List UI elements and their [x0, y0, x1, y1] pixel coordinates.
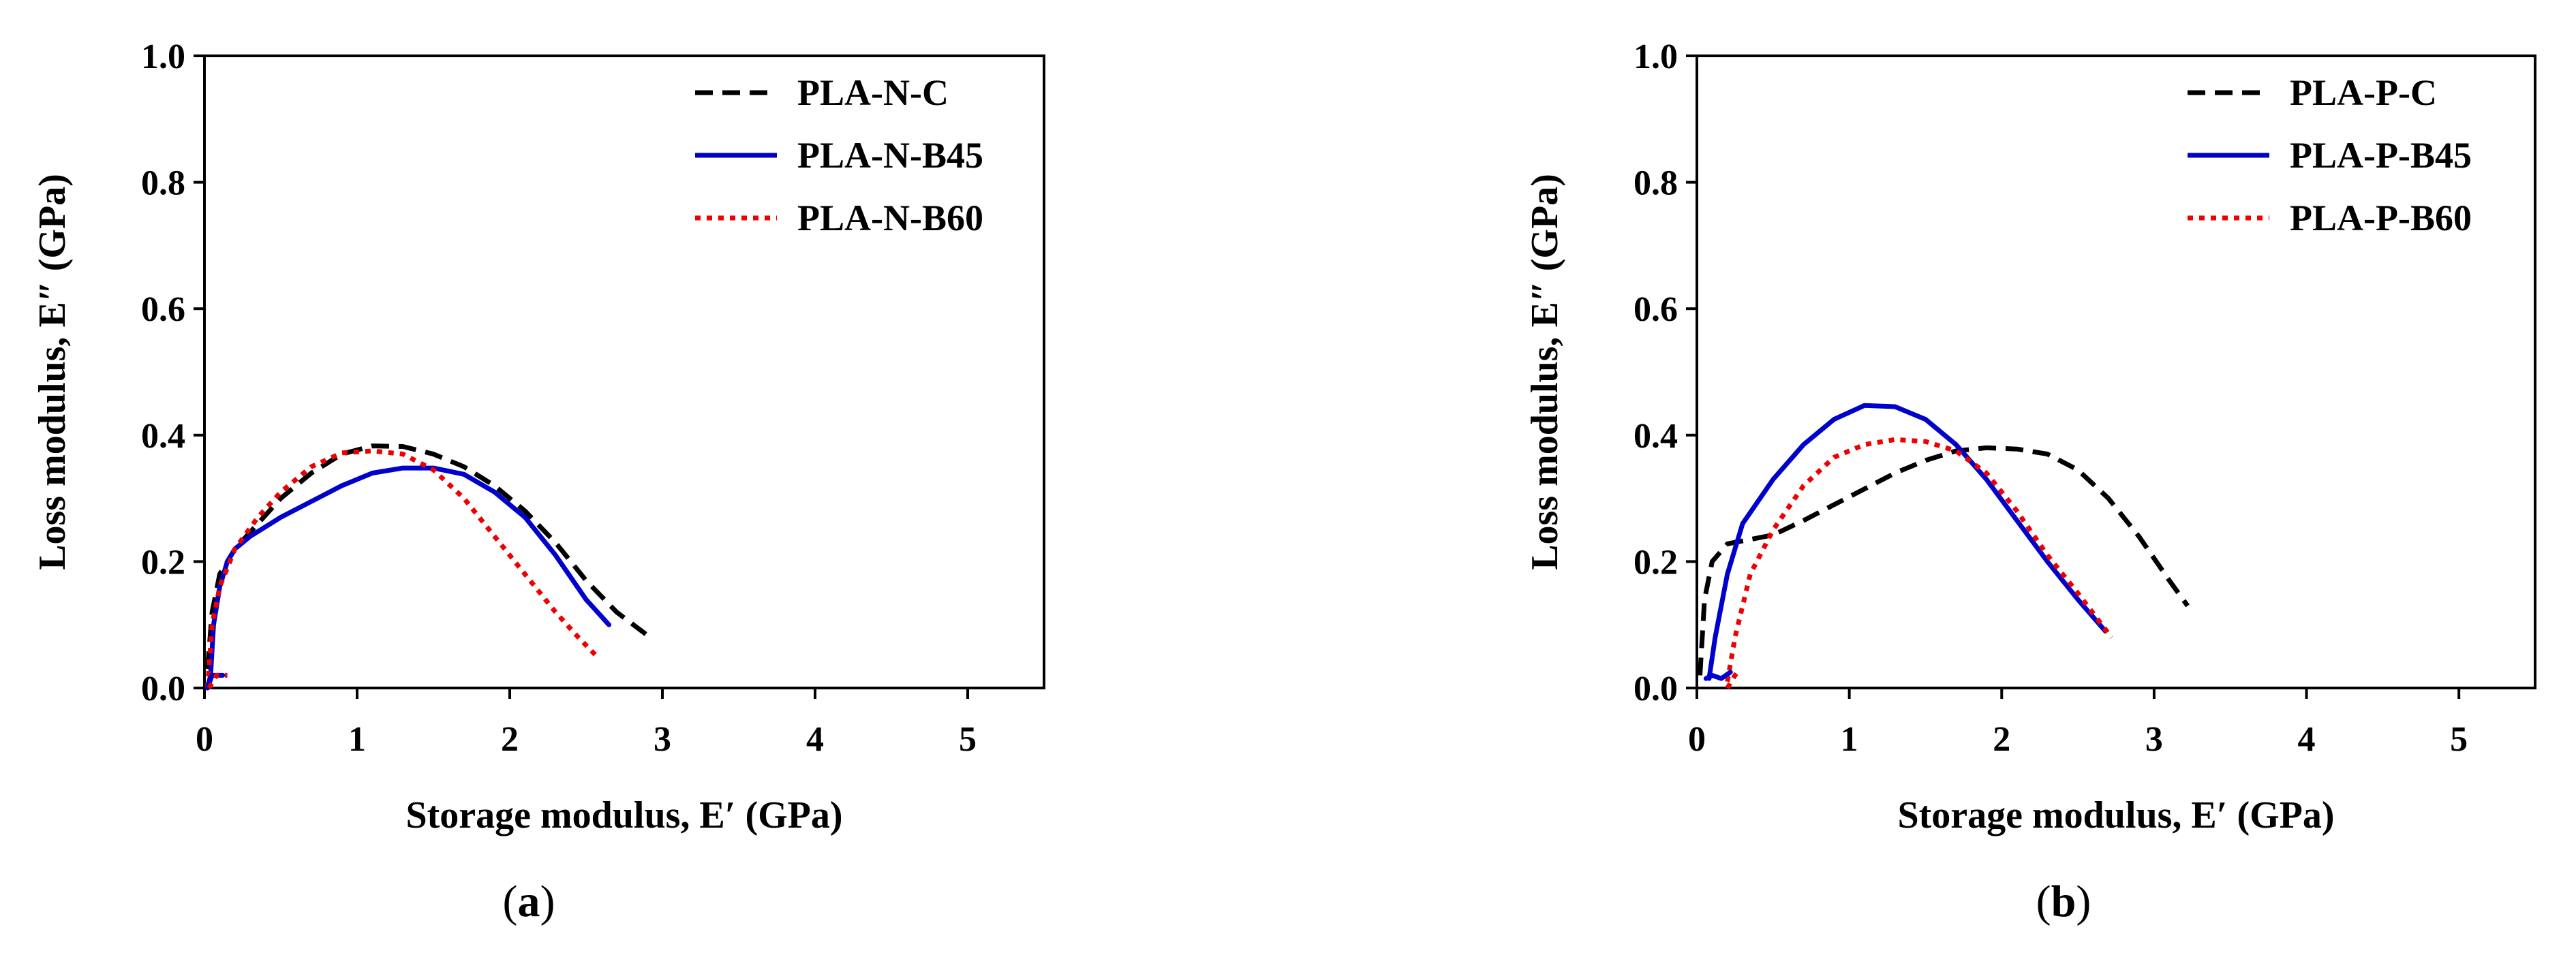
y-tick-label: 0.0: [1634, 670, 1678, 708]
series-line-pla-p-b45-low-branch: [1703, 670, 1733, 681]
x-tick-label: 3: [2145, 720, 2163, 759]
panel-caption: (b): [2036, 877, 2091, 926]
x-tick-label: 0: [1688, 720, 1706, 759]
y-tick-label: 0.2: [1634, 543, 1678, 582]
x-tick-label: 0: [196, 720, 213, 759]
y-tick-label: 0.4: [1634, 417, 1678, 456]
y-tick-label: 0.6: [1634, 290, 1678, 329]
x-tick-label: 2: [501, 720, 519, 759]
plot-frame: [1696, 54, 2536, 689]
legend: PLA-P-C PLA-P-B45 PLA-P-B60: [2188, 72, 2472, 238]
series-line-pla-n-b60-low-branch: [206, 672, 228, 689]
x-tick-label: 3: [654, 720, 671, 759]
series-line-pla-n-b60: [205, 448, 599, 689]
x-tick-label: 5: [2450, 720, 2468, 759]
y-tick-label: 0.6: [141, 290, 185, 329]
series-line-pla-n-b45: [205, 465, 612, 691]
chart-panel-1: 0.0 0.2 0.4 0.6 0.8 1.0 0 1 2 3 4 5 Storage modulus,…: [31, 37, 1045, 926]
x-axis-label: Storage modulus, E′ (GPa): [1897, 794, 2334, 836]
legend-label: PLA-N-C: [797, 72, 949, 113]
x-tick-label: 2: [1993, 720, 2010, 759]
x-tick-label: 1: [1841, 720, 1858, 759]
x-axis-label: Storage modulus, E′ (GPa): [405, 794, 842, 836]
y-tick-label: 0.0: [141, 670, 185, 708]
legend-label: PLA-N-B60: [797, 198, 983, 238]
legend-label: PLA-P-B45: [2290, 135, 2472, 176]
y-axis-label: Loss modulus, E″ (GPa): [1524, 174, 1566, 570]
y-axis-label: Loss modulus, E″ (GPa): [31, 174, 74, 570]
series-line-pla-n-c: [205, 443, 652, 670]
x-tick-label: 4: [806, 720, 824, 759]
chart-panel-2: 0.0 0.2 0.4 0.6 0.8 1.0 0 1 2 3 4 5 Storage modulus,…: [1524, 37, 2536, 926]
legend-label: PLA-P-C: [2290, 72, 2437, 113]
y-tick-label: 1.0: [141, 37, 185, 76]
y-tick-label: 0.4: [141, 417, 185, 456]
plot-frame: [203, 54, 1045, 689]
legend-label: PLA-P-B60: [2290, 198, 2472, 238]
x-tick-label: 4: [2298, 720, 2316, 759]
series-line-pla-p-b60-low-branch: [1725, 668, 1742, 689]
y-tick-label: 1.0: [1634, 37, 1678, 76]
series-line-pla-p-b45: [1706, 403, 2108, 681]
legend: PLA-N-C PLA-N-B45 PLA-N-B60: [695, 72, 983, 238]
y-tick-label: 0.2: [141, 543, 185, 582]
y-tick-label: 0.8: [1634, 164, 1678, 203]
y-tick-label: 0.8: [141, 164, 185, 203]
x-tick-label: 1: [348, 720, 366, 759]
series-line-pla-p-c: [1698, 445, 2190, 676]
legend-label: PLA-N-B45: [797, 135, 983, 176]
x-tick-label: 5: [959, 720, 977, 759]
series-line-pla-p-b60: [1725, 437, 2114, 683]
panel-caption: (a): [503, 877, 555, 926]
